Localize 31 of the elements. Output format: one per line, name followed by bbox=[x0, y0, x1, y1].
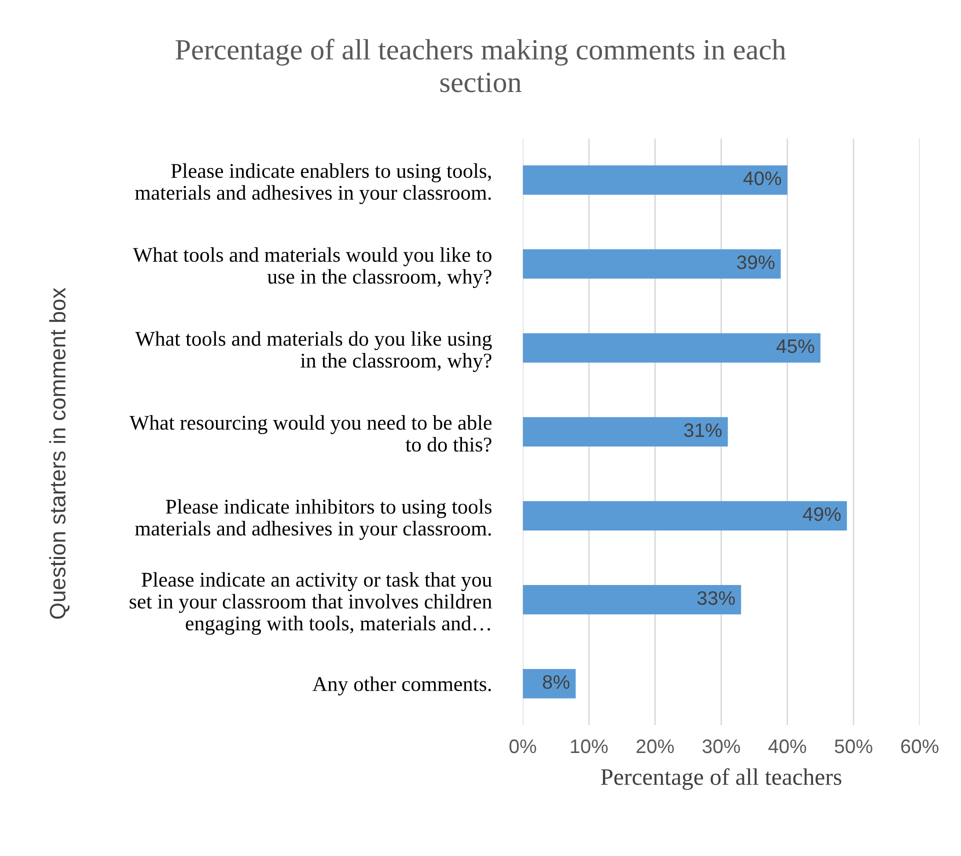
bar bbox=[522, 333, 820, 363]
data-label: 45% bbox=[776, 339, 814, 354]
y-axis-title: Question starters in comment box bbox=[49, 288, 70, 619]
data-label: 33% bbox=[697, 591, 735, 605]
y-tick-label: Any other comments. bbox=[312, 676, 491, 696]
bar bbox=[522, 501, 847, 530]
y-tick-label: Please indicate enablers to using tools, materials and adhesives in your classroom. bbox=[135, 163, 491, 204]
y-tick-label: What tools and materials do you like using in the classroom, why? bbox=[135, 331, 492, 372]
x-tick-label: 50% bbox=[834, 739, 872, 754]
y-tick-label: What resourcing would you need to be able to do this? bbox=[130, 415, 492, 452]
bar bbox=[522, 165, 788, 195]
data-label: 39% bbox=[737, 255, 775, 270]
y-tick-label: What tools and materials would you like to use in the classroom, why? bbox=[132, 247, 492, 288]
x-tick-label: 0% bbox=[509, 739, 536, 754]
y-tick-label: Please indicate inhibitors to using tools materials and adhesives in your classroom. bbox=[135, 499, 492, 540]
data-label: 40% bbox=[743, 171, 782, 186]
x-tick-label: 20% bbox=[636, 739, 674, 754]
bar bbox=[522, 249, 781, 279]
x-axis-title: Percentage of all teachers bbox=[600, 768, 842, 790]
data-label: 31% bbox=[684, 423, 722, 438]
bar bbox=[522, 417, 728, 447]
data-label: 8% bbox=[542, 675, 570, 689]
bar bbox=[522, 585, 742, 614]
x-tick-label: 10% bbox=[570, 739, 608, 754]
x-tick-label: 60% bbox=[901, 739, 938, 754]
data-label: 49% bbox=[802, 507, 841, 522]
y-tick-label: Please indicate an activity or task that you set in your classroom that involves children engaging with tools, materials and… bbox=[130, 572, 492, 635]
x-tick-label: 30% bbox=[702, 739, 740, 754]
chart-title: Percentage of all teachers making comments in each section bbox=[176, 38, 786, 92]
x-tick-label: 40% bbox=[768, 739, 806, 754]
bar bbox=[522, 669, 576, 698]
